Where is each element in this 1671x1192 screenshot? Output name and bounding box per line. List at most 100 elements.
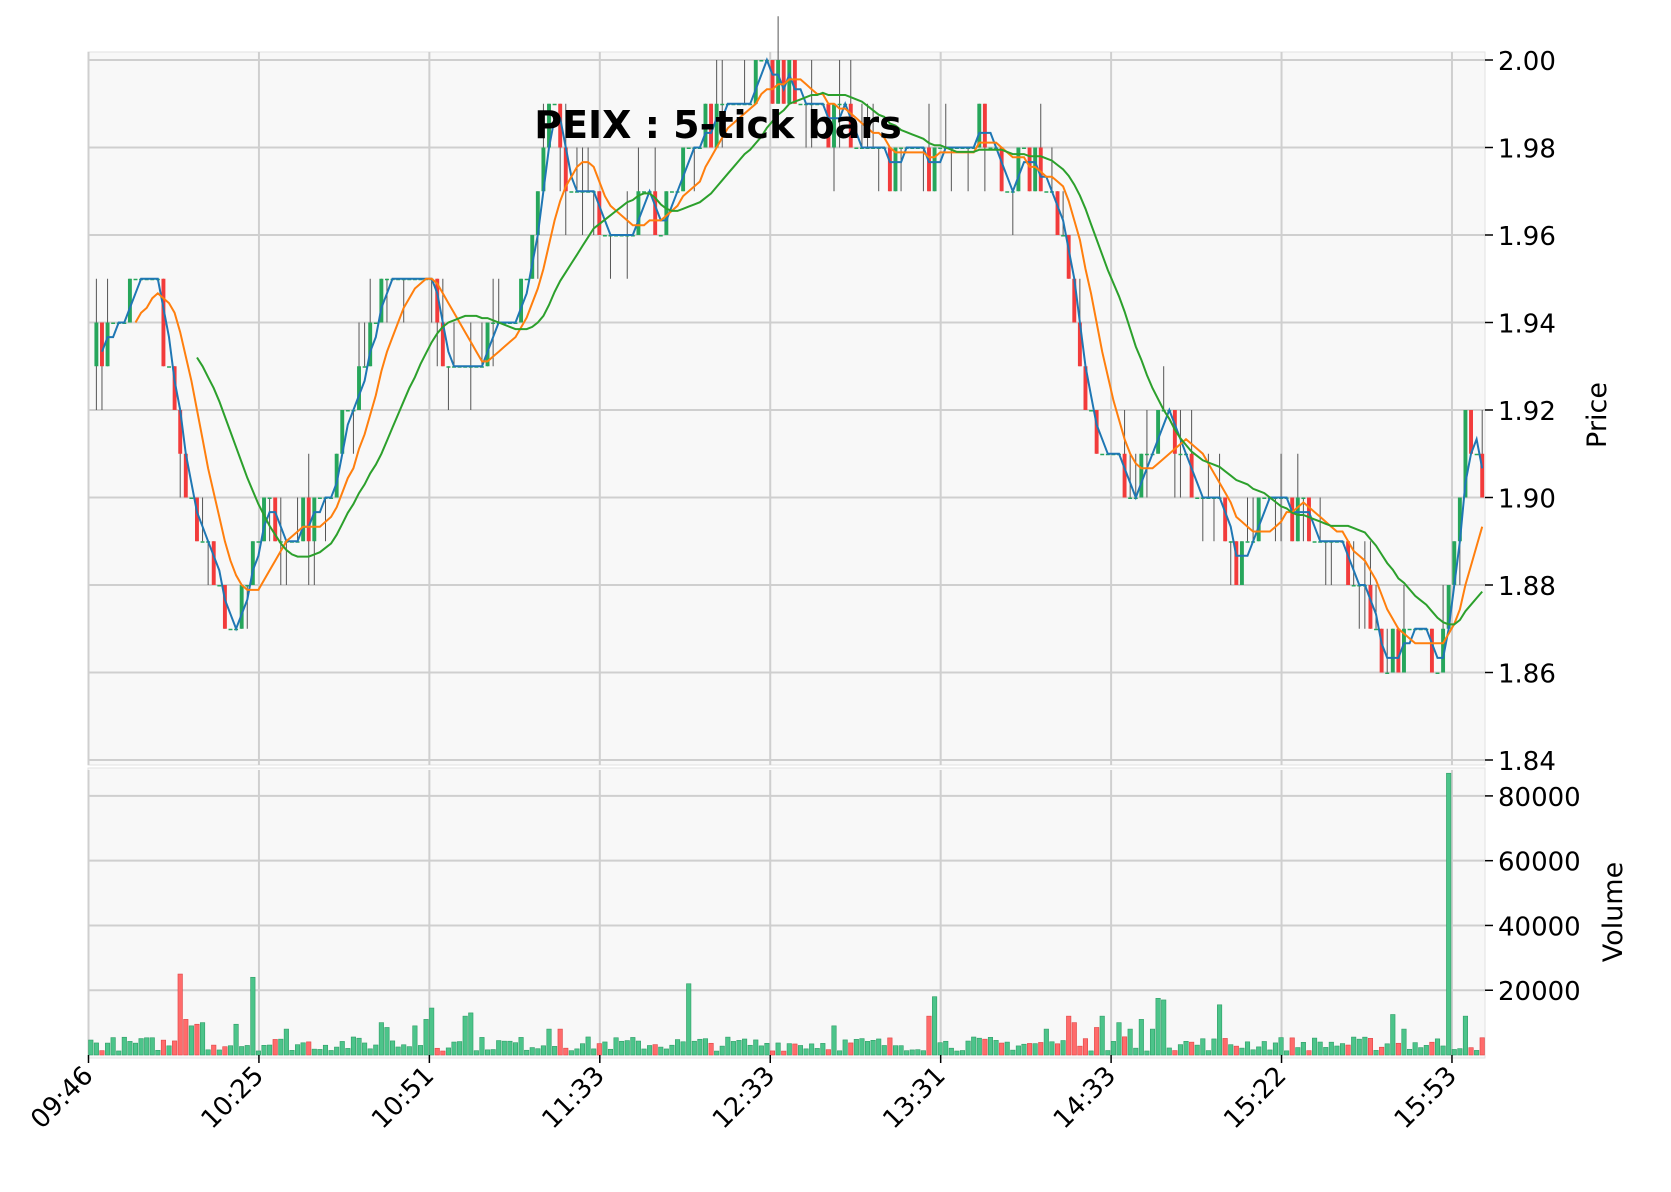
candle-body — [306, 497, 311, 542]
candle-body — [1346, 541, 1351, 585]
volume-bar — [797, 1045, 804, 1056]
candle-body — [1189, 453, 1194, 498]
volume-bar — [1407, 1048, 1413, 1056]
volume-bar — [954, 1050, 960, 1056]
volume-bar — [121, 1036, 127, 1056]
volume-bar — [691, 1040, 697, 1056]
volume-bar — [1446, 772, 1452, 1056]
volume-bar — [831, 1025, 837, 1056]
candle-body — [1463, 410, 1468, 498]
volume-bar — [1261, 1041, 1267, 1056]
candle-body — [1407, 628, 1412, 631]
volume-bar — [1379, 1046, 1385, 1056]
volume-bar — [987, 1037, 993, 1056]
candle-body — [569, 191, 574, 193]
volume-bar — [328, 1050, 334, 1056]
candle-body — [1290, 497, 1295, 542]
volume-bar — [468, 1012, 474, 1056]
volume-bar — [239, 1046, 245, 1056]
ma-short-line — [101, 57, 1484, 659]
volume-bar — [747, 1044, 753, 1056]
volume-bar — [585, 1036, 591, 1056]
volume-bar — [429, 1007, 435, 1056]
volume-bar — [233, 1023, 239, 1056]
candle-body — [1016, 147, 1021, 192]
volume-bar — [1284, 1050, 1290, 1056]
volume-bar — [1049, 1041, 1055, 1056]
candle-body — [195, 497, 199, 542]
candle-body — [832, 103, 836, 148]
volume-bar — [1066, 1015, 1072, 1056]
candle-body — [753, 60, 758, 104]
candle-body — [837, 103, 842, 106]
price-panel — [87, 51, 1486, 766]
candle-body — [440, 322, 445, 367]
candle-body — [759, 60, 764, 62]
candle-body — [172, 366, 177, 410]
volume-bar — [116, 1050, 122, 1056]
candle-body — [189, 497, 194, 499]
volume-bar — [1110, 1041, 1116, 1056]
candle-body — [334, 453, 339, 498]
candle-body — [686, 147, 691, 149]
volume-bar — [613, 1037, 619, 1056]
volume-bar — [1038, 1042, 1044, 1056]
volume-bar — [1071, 1022, 1077, 1056]
candle-body — [658, 235, 663, 237]
candle-body — [491, 322, 496, 324]
volume-bar — [786, 1043, 792, 1056]
volume-bar — [227, 1045, 234, 1056]
time-tick-label: 10:25 — [196, 1061, 270, 1135]
volume-bar — [423, 1019, 429, 1056]
volume-bar — [160, 1039, 166, 1056]
candle-body — [1385, 672, 1390, 674]
ma-long-line — [196, 91, 1483, 626]
volume-bar — [1004, 1041, 1010, 1056]
volume-bar — [1099, 1015, 1105, 1056]
volume-bar — [697, 1038, 703, 1056]
volume-bar — [132, 1042, 139, 1056]
volume-tick-label: 80000 — [1498, 783, 1581, 813]
volume-bar — [485, 1049, 491, 1056]
candle-body — [1094, 410, 1099, 454]
candle-body — [1474, 453, 1479, 456]
volume-bar — [1367, 1038, 1373, 1056]
volume-bar — [93, 1042, 99, 1056]
volume-bar — [859, 1038, 865, 1056]
candle-body — [250, 541, 255, 585]
volume-bar — [876, 1038, 882, 1056]
candle-body — [792, 60, 797, 104]
volume-bar — [272, 1039, 278, 1056]
volume-bar — [1082, 1038, 1088, 1056]
volume-bar — [434, 1047, 440, 1056]
price-axis-label: Price — [1582, 382, 1613, 448]
volume-bar — [652, 1044, 658, 1056]
candle-body — [938, 147, 943, 149]
volume-bar — [1205, 1050, 1211, 1056]
volume-bar — [1440, 1045, 1446, 1056]
candle-body — [1223, 497, 1228, 542]
volume-bar — [842, 1039, 848, 1056]
volume-bar — [1312, 1037, 1318, 1056]
volume-bar — [1027, 1043, 1033, 1056]
price-tick-label: 1.84 — [1498, 747, 1556, 777]
volume-bar — [406, 1046, 412, 1056]
volume-bar — [1395, 1042, 1401, 1056]
volume-bar — [283, 1028, 289, 1056]
volume-bar — [781, 1050, 787, 1056]
candle-body — [642, 191, 646, 193]
volume-bar — [350, 1036, 356, 1056]
volume-bar — [932, 996, 938, 1056]
volume-bar — [535, 1048, 541, 1056]
volume-bar — [920, 1050, 926, 1056]
candle-body — [1368, 585, 1373, 629]
volume-bar — [820, 1043, 826, 1056]
volume-bar — [311, 1048, 317, 1056]
candle-body — [368, 322, 373, 367]
volume-bar — [518, 1037, 524, 1056]
volume-bar — [1434, 1038, 1441, 1056]
candle-body — [703, 103, 708, 148]
candle-body — [161, 278, 166, 367]
volume-panel — [87, 767, 1486, 1059]
price-axis-ticks: 1.84 1.86 1.88 1.90 1.92 1.94 1.96 1.98 2.00 — [1485, 47, 1556, 777]
